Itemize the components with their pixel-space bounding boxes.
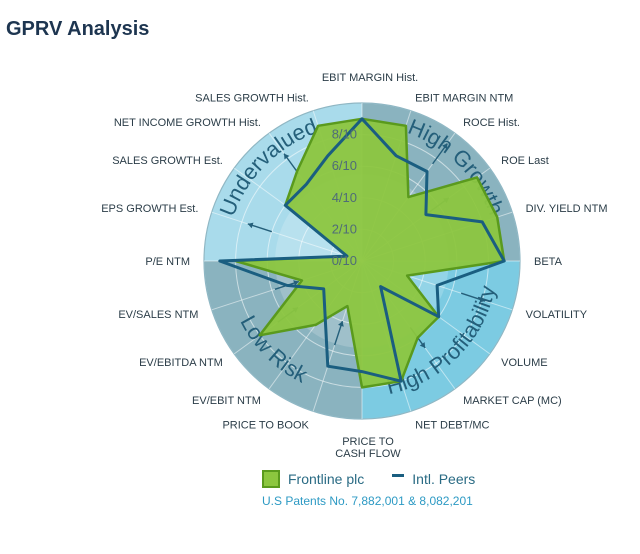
category-label: ROE Last [501, 155, 549, 167]
category-label: NET DEBT/MC [415, 420, 489, 432]
category-label: EBIT MARGIN Hist. [322, 72, 418, 84]
direction-arrow-head [442, 143, 448, 150]
category-label: EV/SALES NTM [118, 309, 198, 321]
direction-arrow-head [479, 296, 486, 303]
legend-swatch-peers [392, 473, 405, 477]
series-peers-polygon [218, 117, 506, 383]
patent-note: U.S Patents No. 7,882,001 & 8,082,201 [262, 494, 473, 508]
legend-label-frontline: Frontline plc [288, 471, 365, 487]
direction-arrow-head [247, 222, 254, 229]
ring-label: 6/10 [332, 158, 357, 173]
category-label: DIV. YIELD NTM [526, 203, 608, 215]
category-label: EBIT MARGIN NTM [415, 92, 513, 104]
category-label: ROCE Hist. [463, 117, 520, 129]
grid-spoke [211, 211, 363, 262]
category-label: SALES GROWTH Hist. [195, 92, 309, 104]
category-label: VOLUME [501, 357, 547, 369]
category-label: PRICE TO BOOK [222, 420, 309, 432]
category-label: SALES GROWTH Est. [112, 155, 223, 167]
ring-label: 2/10 [332, 221, 357, 236]
category-label: P/E NTM [145, 256, 190, 268]
category-label: PRICE TO CASH FLOW [335, 436, 401, 460]
category-label: EV/EBIT NTM [192, 395, 261, 407]
ring-label: 8/10 [332, 127, 357, 142]
legend: Frontline plc Intl. Peers [262, 470, 475, 488]
ring-label: 0/10 [332, 253, 357, 268]
page-title: GPRV Analysis [6, 18, 150, 40]
direction-arrow-head [338, 321, 344, 327]
category-label: EPS GROWTH Est. [101, 203, 198, 215]
category-label: VOLATILITY [526, 309, 588, 321]
direction-arrow-head [419, 342, 426, 348]
direction-arrow-head [293, 280, 299, 286]
legend-label-peers: Intl. Peers [412, 471, 476, 487]
category-label: MARKET CAP (MC) [463, 395, 562, 407]
legend-swatch-frontline [262, 470, 280, 488]
category-label: BETA [534, 256, 563, 268]
ring-label: 4/10 [332, 190, 357, 205]
category-label: NET INCOME GROWTH Hist. [114, 117, 261, 129]
direction-arrow-head [283, 153, 290, 160]
category-label: EV/EBITDA NTM [139, 357, 223, 369]
